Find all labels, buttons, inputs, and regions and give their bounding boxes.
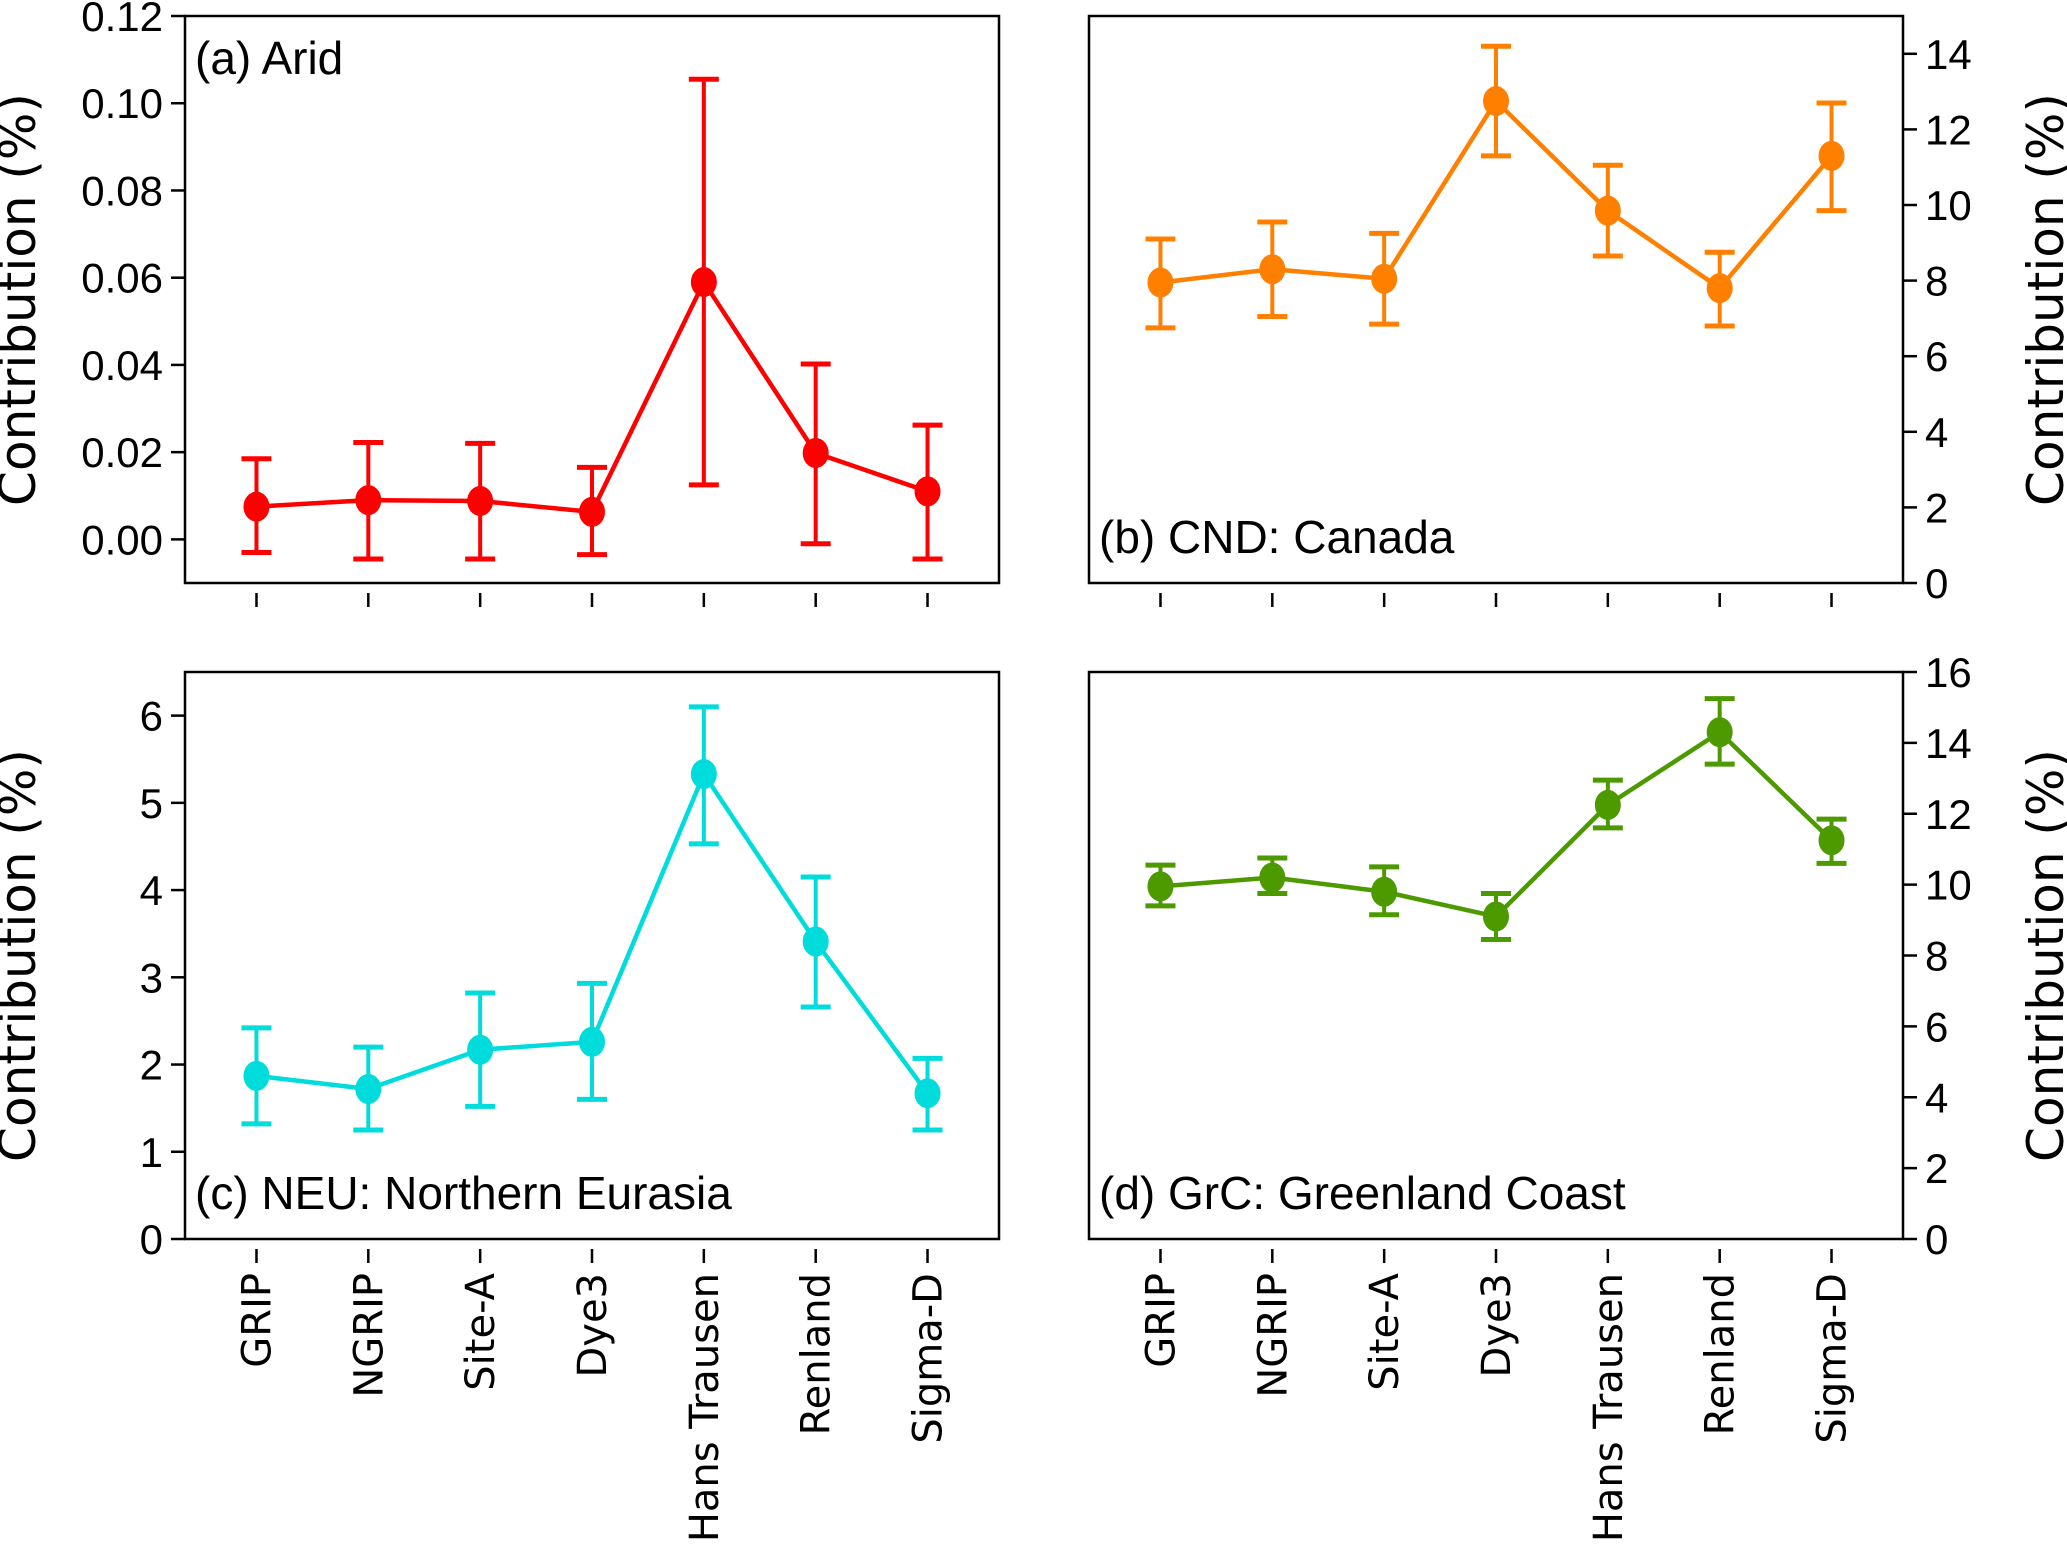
y-tick-label: 10 (1925, 182, 1972, 229)
x-tick-label: Sigma-D (906, 1273, 952, 1444)
plot-frame (1087, 14, 1905, 585)
y-tick-label: 6 (140, 693, 163, 740)
y-tick-label: 3 (140, 954, 163, 1001)
data-point (467, 486, 494, 517)
y-tick-label: 0.12 (81, 0, 163, 40)
y-tick-label: 0.08 (81, 167, 163, 214)
data-point (579, 1026, 605, 1057)
data-point (1147, 267, 1174, 298)
data-point (1371, 263, 1398, 294)
x-tick-label: Hans Trausen (1586, 1273, 1632, 1542)
data-point (1147, 871, 1174, 902)
y-tick-label: 16 (1925, 649, 1972, 696)
y-tick-label: 4 (1925, 1074, 1948, 1121)
y-tick-label: 1 (140, 1129, 163, 1176)
plot-frame (183, 670, 1001, 1241)
y-tick-label: 12 (1925, 106, 1972, 153)
data-point (243, 1060, 270, 1091)
x-tick-label: GRIP (1138, 1273, 1184, 1368)
y-tick-label: 10 (1925, 862, 1972, 909)
data-point (690, 759, 717, 790)
data-point (1706, 717, 1733, 748)
data-point (1818, 825, 1845, 856)
y-tick-label: 0 (140, 1216, 163, 1263)
panel-title: (d) GrC: Greenland Coast (1099, 1167, 1626, 1219)
data-point (802, 926, 829, 957)
x-tick-label: Hans Trausen (682, 1273, 728, 1542)
panel-title: (c) NEU: Northern Eurasia (195, 1167, 732, 1219)
y-tick-label: 0 (1925, 1216, 1948, 1263)
y-axis-label: Contribution (%) (2017, 93, 2067, 506)
plot-frame (183, 14, 1001, 585)
y-tick-label: 0.00 (81, 516, 163, 563)
data-point (355, 1073, 382, 1104)
data-point (1594, 789, 1621, 820)
x-tick-label: NGRIP (346, 1273, 392, 1398)
data-point (1483, 901, 1509, 932)
x-tick-label: GRIP (234, 1273, 280, 1368)
y-tick-label: 14 (1925, 720, 1972, 767)
data-point (1483, 86, 1509, 117)
data-point (1259, 862, 1286, 893)
data-point (355, 485, 382, 516)
x-tick-label: Site-A (1362, 1272, 1408, 1390)
y-tick-label: 6 (1925, 333, 1948, 380)
y-tick-label: 2 (1925, 1145, 1948, 1192)
panel-title: (a) Arid (195, 32, 343, 84)
y-tick-label: 0.02 (81, 429, 163, 476)
y-tick-label: 2 (140, 1042, 163, 1089)
x-tick-label: Dye3 (570, 1273, 616, 1378)
panel-b: 0 2 4 6 8 10 12 14 Contribution (%) (b) CND: Cana… (1087, 14, 2067, 607)
x-tick-label: Sigma-D (1810, 1273, 1856, 1444)
y-axis-label: Contribution (%) (0, 749, 47, 1162)
panel-a: 0.00 0.02 0.04 0.06 0.08 0.10 0.12 Contribution… (0, 0, 1001, 607)
panel-c: 0 1 2 3 4 5 6 Contribution (%) GRIP NGRIP Site-A Dy… (0, 670, 1001, 1542)
y-tick-label: 0.06 (81, 255, 163, 302)
y-tick-label: 5 (140, 780, 163, 827)
data-point (690, 267, 717, 298)
panel-title: (b) CND: Canada (1099, 511, 1455, 563)
x-tick-label: Renland (1698, 1273, 1744, 1435)
data-point (1594, 195, 1621, 226)
y-axis-label: Contribution (%) (0, 93, 47, 506)
y-tick-label: 4 (1925, 409, 1948, 456)
panel-d: 0 2 4 6 8 10 12 14 16 Contribution (%) GRIP NGRIP Si… (1087, 649, 2067, 1542)
x-tick-label: Site-A (458, 1272, 504, 1390)
y-tick-label: 12 (1925, 791, 1972, 838)
y-tick-label: 14 (1925, 31, 1972, 78)
x-tick-label: Dye3 (1474, 1273, 1520, 1378)
y-tick-label: 8 (1925, 258, 1948, 305)
y-tick-label: 6 (1925, 1003, 1948, 1050)
series-line (1160, 729, 1834, 919)
y-tick-label: 8 (1925, 933, 1948, 980)
plot-frame (1087, 670, 1905, 1241)
y-tick-label: 4 (140, 867, 163, 914)
data-point (1818, 140, 1845, 171)
y-tick-label: 0 (1925, 560, 1948, 607)
y-tick-label: 0.10 (81, 80, 163, 127)
x-tick-label: NGRIP (1250, 1273, 1296, 1398)
y-axis-label: Contribution (%) (2017, 749, 2067, 1162)
data-point (467, 1034, 494, 1065)
data-point (1259, 254, 1286, 285)
data-point (914, 1078, 941, 1109)
data-point (579, 496, 605, 527)
y-tick-label: 0.04 (81, 342, 163, 389)
y-tick-label: 2 (1925, 484, 1948, 531)
data-point (1706, 273, 1733, 304)
data-point (914, 476, 941, 507)
data-point (802, 438, 829, 469)
data-point (243, 491, 270, 522)
data-point (1371, 876, 1398, 907)
x-tick-label: Renland (794, 1273, 840, 1435)
